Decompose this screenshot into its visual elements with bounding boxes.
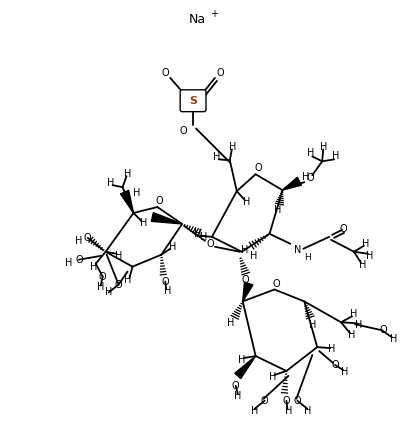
Text: O: O	[232, 381, 240, 391]
Polygon shape	[283, 177, 301, 190]
Text: H: H	[366, 251, 373, 261]
Text: H: H	[285, 406, 292, 416]
Text: O: O	[273, 279, 280, 288]
Text: H: H	[251, 406, 258, 416]
Text: H: H	[390, 334, 398, 344]
Text: H: H	[362, 239, 370, 249]
Text: O: O	[331, 360, 339, 370]
Text: H: H	[164, 287, 171, 296]
Text: H: H	[194, 229, 202, 239]
Text: H: H	[333, 151, 340, 162]
Text: H: H	[304, 253, 311, 262]
Text: +: +	[210, 9, 218, 20]
Text: H: H	[234, 391, 241, 401]
Polygon shape	[235, 356, 256, 379]
Text: H: H	[115, 251, 122, 261]
Text: H: H	[124, 169, 131, 179]
Text: H: H	[105, 287, 112, 298]
Text: O: O	[155, 196, 163, 206]
Text: O: O	[283, 396, 290, 406]
Text: H: H	[107, 178, 115, 188]
Text: H: H	[303, 406, 311, 416]
FancyBboxPatch shape	[180, 90, 206, 112]
Text: Na: Na	[189, 13, 206, 26]
Text: H: H	[274, 205, 281, 215]
Text: O: O	[84, 233, 92, 243]
Text: H: H	[328, 344, 336, 354]
Text: O: O	[75, 255, 83, 265]
Text: H: H	[213, 152, 220, 162]
Polygon shape	[151, 212, 182, 224]
Text: O: O	[261, 396, 268, 406]
Text: H: H	[124, 275, 131, 285]
Text: H: H	[350, 310, 357, 319]
Text: O: O	[162, 276, 169, 287]
Polygon shape	[120, 190, 133, 213]
Text: O: O	[162, 68, 169, 78]
Text: H: H	[308, 320, 316, 330]
Text: H: H	[348, 330, 356, 340]
Text: O: O	[206, 239, 214, 249]
Text: O: O	[99, 272, 106, 282]
Text: O: O	[380, 325, 388, 335]
Text: O: O	[115, 279, 122, 290]
Text: H: H	[227, 318, 234, 328]
Text: H: H	[355, 320, 363, 330]
Text: H: H	[200, 232, 208, 242]
Text: H: H	[133, 188, 140, 198]
Text: O: O	[339, 224, 347, 234]
Text: H: H	[301, 172, 309, 182]
Text: H: H	[359, 259, 366, 270]
Text: H: H	[65, 258, 73, 268]
Text: H: H	[241, 245, 248, 255]
Text: O: O	[255, 163, 263, 173]
Text: H: H	[307, 148, 314, 159]
Text: H: H	[140, 218, 147, 228]
Text: H: H	[90, 262, 97, 272]
Text: H: H	[238, 355, 245, 365]
Text: H: H	[229, 142, 236, 152]
Text: H: H	[243, 197, 250, 207]
Text: H: H	[250, 251, 257, 261]
Polygon shape	[243, 282, 253, 301]
Text: H: H	[97, 282, 104, 292]
Text: H: H	[321, 142, 328, 152]
Text: N: N	[294, 245, 301, 255]
Text: H: H	[169, 242, 176, 252]
Text: H: H	[269, 372, 276, 382]
Text: H: H	[342, 367, 349, 377]
Text: O: O	[306, 173, 314, 183]
Text: H: H	[75, 236, 83, 246]
Text: S: S	[189, 96, 197, 106]
Text: O: O	[242, 275, 249, 285]
Text: O: O	[216, 68, 224, 78]
Text: O: O	[294, 396, 301, 406]
Text: O: O	[179, 126, 187, 136]
